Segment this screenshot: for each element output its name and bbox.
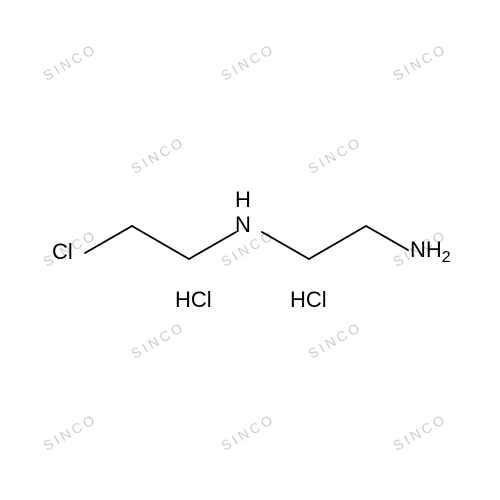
bond-line: [189, 232, 236, 259]
atom-label-nh2: NH2: [410, 237, 451, 267]
salt-label-0: HCl: [175, 287, 212, 313]
bond-line: [132, 226, 189, 259]
atom-label-cl: Cl: [52, 239, 73, 265]
bond-line: [85, 226, 132, 253]
atom-label-h: H: [235, 187, 251, 213]
bond-line: [366, 226, 408, 250]
bond-line: [262, 232, 309, 259]
bond-line: [309, 226, 366, 259]
salt-label-1: HCl: [290, 287, 327, 313]
atom-label-n: N: [235, 212, 251, 238]
